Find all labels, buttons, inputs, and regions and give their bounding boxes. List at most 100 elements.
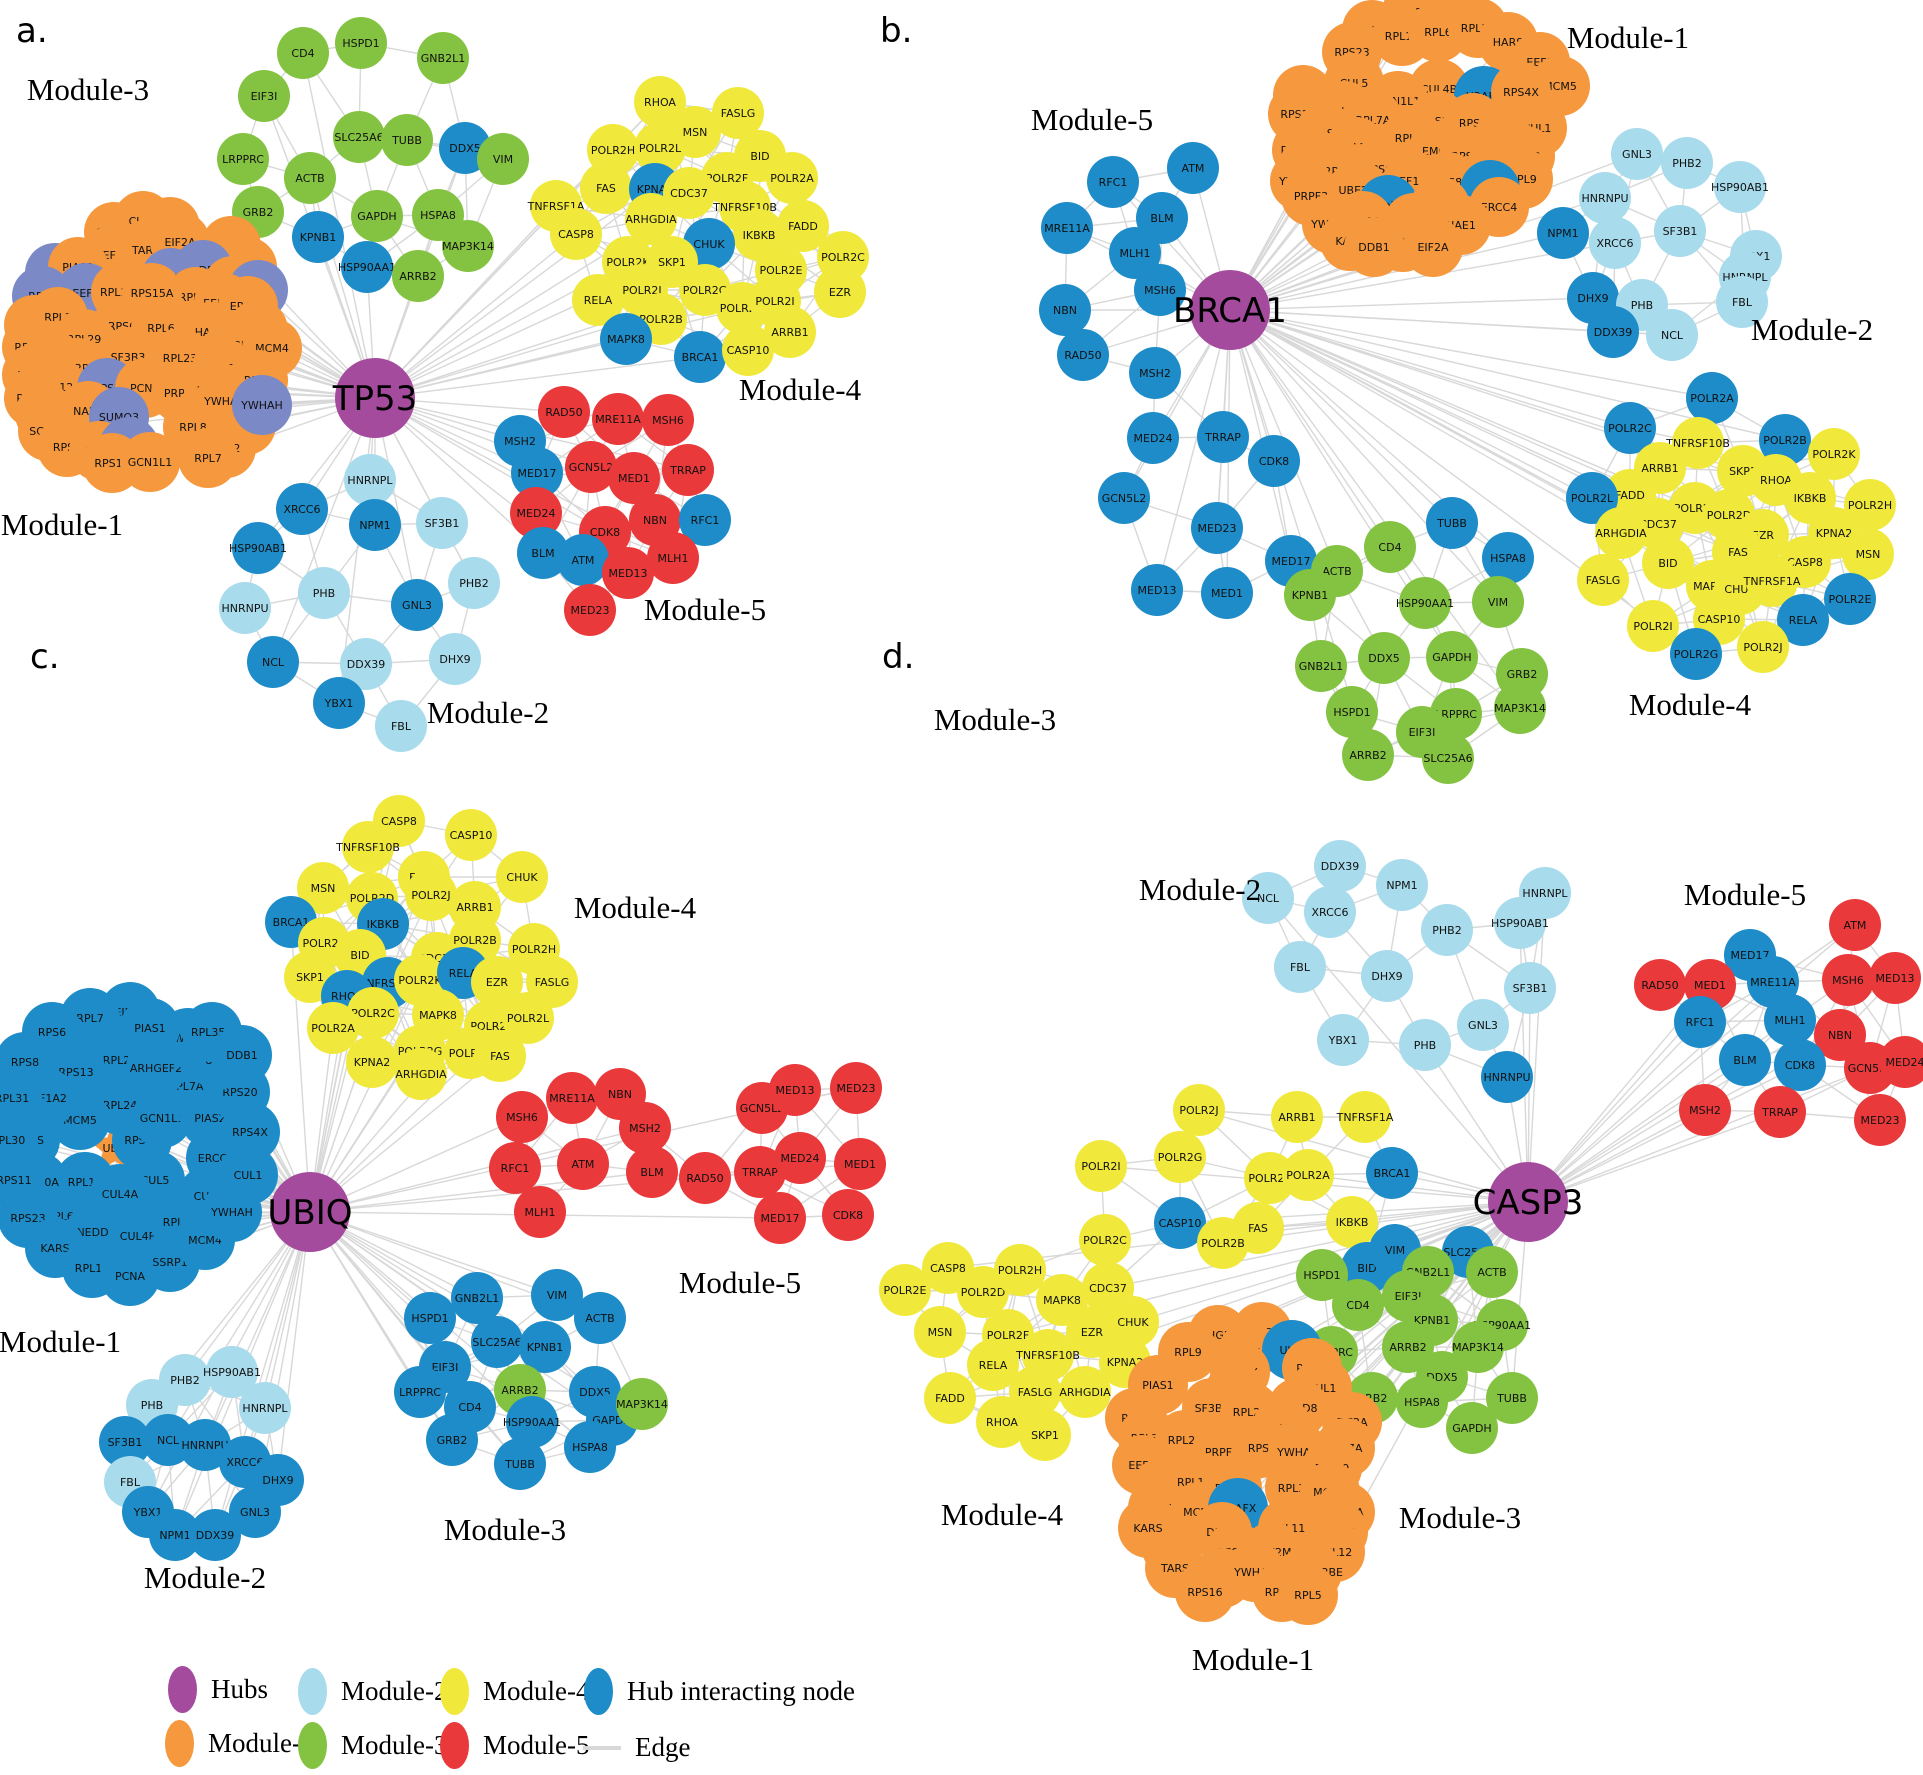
- node-POLR2A: [1686, 372, 1738, 424]
- node-POLR2K: [1808, 428, 1860, 480]
- node-XRCC6: [1589, 217, 1641, 269]
- edge: [1229, 309, 1713, 399]
- node-PHB2: [448, 557, 500, 609]
- node-MED23: [830, 1062, 882, 1114]
- node-POLR2B: [1197, 1217, 1249, 1269]
- node-CASP10: [1154, 1197, 1206, 1249]
- edge: [1527, 981, 1774, 1203]
- module-5-swatch: [440, 1722, 469, 1769]
- node-PIAS1: [120, 998, 180, 1058]
- node-POLR2J: [1173, 1084, 1225, 1136]
- node-DDX5: [1358, 632, 1410, 684]
- node-POLR2J: [1737, 621, 1789, 673]
- module-label-a-module-5: Module-5: [644, 592, 766, 627]
- node-MED13: [1869, 952, 1921, 1004]
- node-ATM: [557, 1138, 609, 1190]
- node-CDC37: [663, 167, 715, 219]
- module-label-d-module-2: Module-2: [1139, 872, 1261, 907]
- node-SLC25A6: [333, 111, 385, 163]
- node-ACTB: [1466, 1246, 1518, 1298]
- hub-node-BRCA1: [1190, 270, 1270, 350]
- node-MAP3K14: [1452, 1321, 1504, 1373]
- node-HSPA8: [1396, 1376, 1448, 1428]
- node-GNL3: [391, 579, 443, 631]
- node-EZR: [1066, 1306, 1118, 1358]
- edge: [1156, 309, 1231, 591]
- node-POLR2E: [879, 1264, 931, 1316]
- edge: [1229, 309, 1391, 548]
- node-TNFRSF10B: [1672, 417, 1724, 469]
- node-MED23: [564, 584, 616, 636]
- edge: [374, 233, 577, 399]
- node-PHB: [1399, 1019, 1451, 1071]
- legend-label: Hubs: [211, 1674, 269, 1704]
- node-HSP90AB1: [1494, 897, 1546, 949]
- node-DDX39: [340, 638, 392, 690]
- node-BID: [1642, 537, 1694, 589]
- node-POLR2G: [1670, 628, 1722, 680]
- node-MED23: [1191, 502, 1243, 554]
- node-MED23: [1854, 1094, 1906, 1146]
- edge: [1107, 1201, 1529, 1289]
- node-HNRNPU: [219, 582, 271, 634]
- node-GNB2L1: [451, 1272, 503, 1324]
- node-HNRNPU: [179, 1419, 231, 1471]
- node-TUBB: [494, 1438, 546, 1490]
- node-NPM1: [149, 1509, 201, 1561]
- node-CDK8: [822, 1189, 874, 1241]
- module-label-b-module-4: Module-4: [1629, 687, 1752, 722]
- node-MSN: [1842, 528, 1894, 580]
- node-CD4: [1364, 521, 1416, 573]
- node-RFC1: [489, 1142, 541, 1194]
- nodes-panel-c: CASP8CASP10TNFRSF10BFADDCHUKMSNPOLR2DPOL…: [0, 637, 886, 1595]
- node-HNRNPL: [344, 454, 396, 506]
- hub-node-UBIQ: [270, 1172, 350, 1252]
- node-TNFRSF10B: [342, 821, 394, 873]
- node-CD4: [1332, 1279, 1384, 1331]
- edge: [1229, 309, 1614, 333]
- node-MSN: [914, 1306, 966, 1358]
- module-label-c-module-4: Module-4: [574, 890, 697, 925]
- legend-label: Module-3: [341, 1730, 448, 1760]
- node-VIM: [477, 133, 529, 185]
- hub-label-BRCA1: BRCA1: [1173, 291, 1287, 331]
- node-POLR2K: [1244, 1152, 1296, 1204]
- node-ATM: [1167, 142, 1219, 194]
- node-CUL1: [218, 1145, 278, 1205]
- edge: [1229, 297, 1594, 311]
- node-ARRB1: [764, 306, 816, 358]
- module-1-swatch: [165, 1720, 194, 1767]
- node-NCL: [1646, 309, 1698, 361]
- node-CD4: [277, 27, 329, 79]
- node-HSP90AA1: [506, 1396, 558, 1448]
- node-POLR2A: [766, 152, 818, 204]
- node-MAPK8: [600, 313, 652, 365]
- node-FASLG: [1577, 554, 1629, 606]
- node-HSP90AB1: [232, 522, 284, 574]
- node-SF3B1: [1504, 962, 1556, 1014]
- node-YWHAH: [232, 375, 292, 435]
- node-HSPD1: [1326, 686, 1378, 738]
- node-PHB2: [1661, 137, 1713, 189]
- node-RPL5: [1278, 1565, 1338, 1625]
- node-RAD50: [679, 1152, 731, 1204]
- legend-label: Edge: [635, 1732, 691, 1762]
- hub-label-TP53: TP53: [332, 379, 418, 419]
- node-BLM: [626, 1146, 678, 1198]
- module-label-a-module-4: Module-4: [739, 372, 862, 407]
- node-IKBKB: [1326, 1196, 1378, 1248]
- node-KPNB1: [292, 211, 344, 263]
- node-CDK8: [1248, 435, 1300, 487]
- node-LRPPRC: [217, 133, 269, 185]
- edge: [1229, 309, 1811, 499]
- edge: [1198, 1109, 1529, 1203]
- hub-node-CASP3: [1488, 1162, 1568, 1242]
- node-MAP3K14: [616, 1378, 668, 1430]
- node-POLR2L: [634, 122, 686, 174]
- node-BLM: [517, 527, 569, 579]
- node-HSPD1: [335, 17, 387, 69]
- node-DHX9: [429, 633, 481, 685]
- node-DDB1: [212, 1025, 272, 1085]
- node-RHOA: [634, 76, 686, 128]
